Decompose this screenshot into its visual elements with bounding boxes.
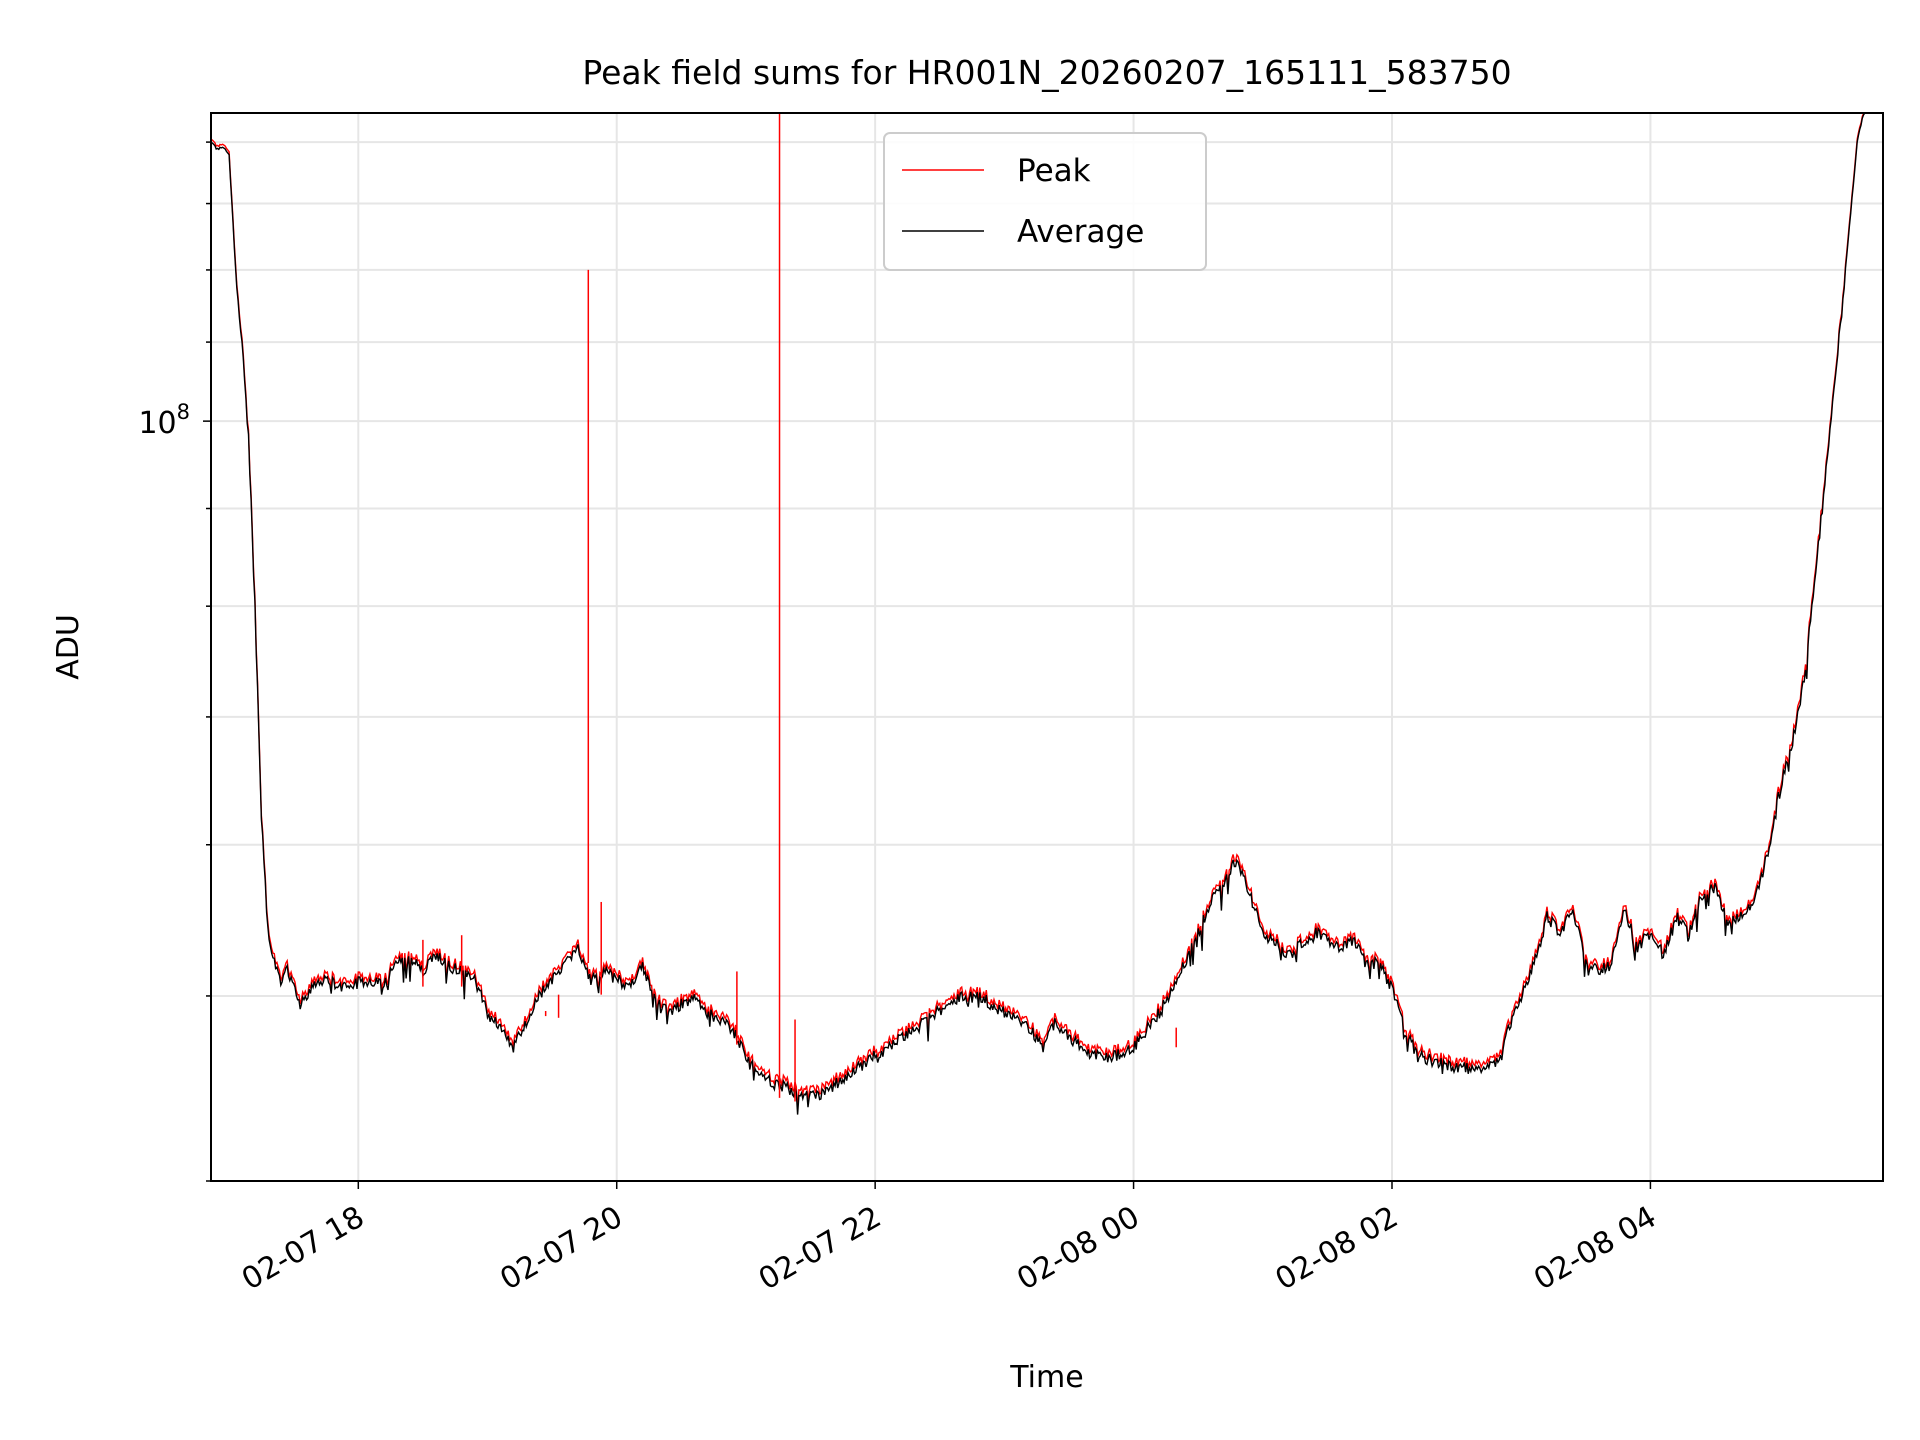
series-peak-line [211,113,1883,1110]
legend-average-label: Average [1017,214,1144,250]
y-axis-label: ADU [51,614,86,680]
legend: Peak Average [883,132,1207,271]
legend-box [883,132,1207,271]
chart-title: Peak field sums for HR001N_20260207_1651… [582,53,1511,92]
x-axis-label: Time [1009,1360,1083,1395]
legend-peak-label: Peak [1017,153,1091,189]
y-tick-label: 108 [138,400,190,441]
series-average-line [211,113,1883,1115]
plot-frame [210,112,1884,1182]
series [211,113,1883,1115]
